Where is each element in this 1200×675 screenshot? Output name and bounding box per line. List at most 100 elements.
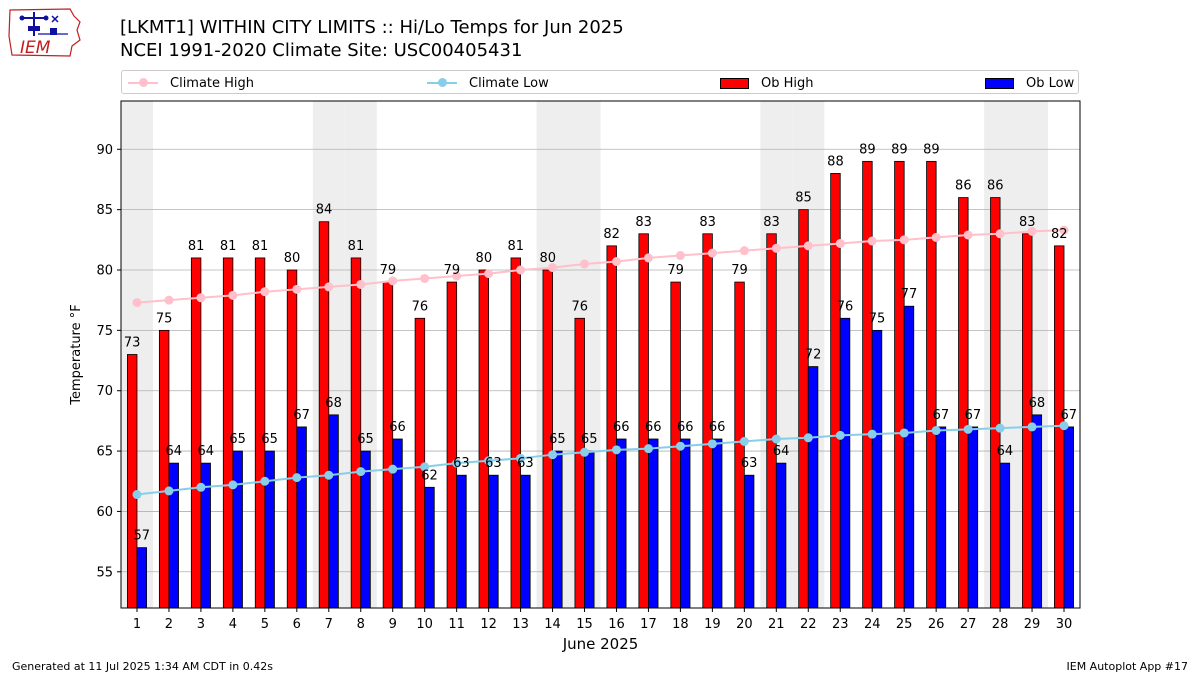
ob-high-label-day-24: 89 bbox=[859, 142, 876, 157]
climate-low-point-day-13 bbox=[516, 454, 525, 463]
climate-high-point-day-29 bbox=[1028, 227, 1037, 236]
footer-generated: Generated at 11 Jul 2025 1:34 AM CDT in … bbox=[12, 660, 273, 673]
climate-high-point-day-20 bbox=[740, 246, 749, 255]
ob-high-bar-day-24 bbox=[863, 161, 873, 608]
ob-high-bar-day-15 bbox=[575, 318, 585, 608]
ob-low-label-day-24: 75 bbox=[869, 311, 886, 326]
climate-low-point-day-11 bbox=[452, 459, 461, 468]
ob-high-label-day-20: 79 bbox=[731, 263, 748, 278]
climate-high-point-day-12 bbox=[484, 269, 493, 278]
ob-low-bar-day-29 bbox=[1032, 415, 1042, 608]
chart-subtitle: NCEI 1991-2020 Climate Site: USC00405431 bbox=[120, 40, 522, 62]
climate-low-point-day-6 bbox=[292, 473, 301, 482]
legend-label-climate-low: Climate Low bbox=[469, 76, 549, 91]
x-tick-label-4: 4 bbox=[229, 617, 237, 632]
climate-low-point-day-2 bbox=[164, 486, 173, 495]
legend-label-ob-high: Ob High bbox=[761, 76, 814, 91]
ob-high-bar-day-2 bbox=[159, 330, 169, 608]
ob-low-bar-day-26 bbox=[936, 427, 946, 608]
ob-low-bar-day-21 bbox=[776, 463, 786, 608]
ob-low-bar-day-20 bbox=[744, 475, 754, 608]
climate-low-point-day-1 bbox=[132, 490, 141, 499]
ob-high-label-day-7: 84 bbox=[316, 203, 333, 218]
ob-high-label-day-25: 89 bbox=[891, 142, 908, 157]
climate-high-point-day-7 bbox=[324, 282, 333, 291]
ob-high-bar-day-20 bbox=[735, 282, 745, 608]
ob-low-label-day-14: 65 bbox=[549, 432, 566, 447]
ob-low-bar-day-24 bbox=[872, 330, 882, 608]
climate-low-point-day-8 bbox=[356, 467, 365, 476]
x-tick-label-12: 12 bbox=[480, 617, 497, 632]
ob-high-label-day-2: 75 bbox=[156, 311, 173, 326]
legend-item-ob-high: Ob High bbox=[720, 74, 814, 92]
climate-low-point-day-30 bbox=[1060, 421, 1069, 430]
chart-title: [LKMT1] WITHIN CITY LIMITS :: Hi/Lo Temp… bbox=[120, 17, 624, 39]
ob-low-label-day-30: 67 bbox=[1061, 408, 1078, 423]
climate-low-point-day-12 bbox=[484, 456, 493, 465]
plot-frame bbox=[121, 101, 1080, 608]
x-tick-label-17: 17 bbox=[640, 617, 657, 632]
climate-high-point-day-25 bbox=[900, 235, 909, 244]
ob-high-bar-day-28 bbox=[990, 198, 1000, 608]
ob-high-label-day-10: 76 bbox=[412, 299, 429, 314]
climate-low-point-day-15 bbox=[580, 448, 589, 457]
climate-high-point-day-13 bbox=[516, 266, 525, 275]
climate-high-line bbox=[137, 230, 1064, 302]
ob-low-label-day-11: 63 bbox=[453, 456, 470, 471]
ob-high-label-day-30: 82 bbox=[1051, 227, 1068, 242]
x-tick-label-7: 7 bbox=[325, 617, 333, 632]
ob-low-label-day-28: 64 bbox=[997, 444, 1014, 459]
climate-low-point-day-19 bbox=[708, 439, 717, 448]
bars bbox=[127, 161, 1073, 608]
legend-label-ob-low: Ob Low bbox=[1026, 76, 1074, 91]
climate-high-point-day-22 bbox=[804, 241, 813, 250]
x-tick-label-8: 8 bbox=[357, 617, 365, 632]
x-tick-label-1: 1 bbox=[133, 617, 141, 632]
ob-low-bar-day-3 bbox=[201, 463, 211, 608]
climate-low-point-day-14 bbox=[548, 450, 557, 459]
ob-high-bar-day-9 bbox=[383, 282, 393, 608]
ob-low-bar-day-8 bbox=[361, 451, 371, 608]
y-tick-label-75: 75 bbox=[96, 324, 113, 339]
y-tick-label-60: 60 bbox=[96, 505, 113, 520]
ob-high-bar-day-3 bbox=[191, 258, 201, 608]
ob-low-bar-day-7 bbox=[329, 415, 339, 608]
ob-low-label-day-22: 72 bbox=[805, 348, 822, 363]
x-tick-label-11: 11 bbox=[448, 617, 465, 632]
ob-high-label-day-12: 80 bbox=[476, 251, 493, 266]
weekend-bands bbox=[121, 101, 1048, 608]
ob-low-bar-day-17 bbox=[648, 439, 658, 608]
ob-high-label-day-14: 80 bbox=[539, 251, 556, 266]
ob-high-label-day-19: 83 bbox=[699, 215, 716, 230]
climate-high-point-day-5 bbox=[260, 287, 269, 296]
ob-low-label-day-4: 65 bbox=[229, 432, 246, 447]
climate-lines bbox=[132, 226, 1068, 499]
ob-high-label-day-22: 85 bbox=[795, 191, 812, 206]
weekend-band-day-1 bbox=[121, 101, 153, 608]
ob-low-label-day-20: 63 bbox=[741, 456, 758, 471]
legend-item-climate-high: Climate High bbox=[128, 74, 254, 92]
ob-high-label-day-5: 81 bbox=[252, 239, 269, 254]
climate-low-point-day-5 bbox=[260, 477, 269, 486]
ob-high-label-day-28: 86 bbox=[987, 179, 1004, 194]
ob-high-label-day-15: 76 bbox=[571, 299, 588, 314]
climate-high-point-day-3 bbox=[196, 293, 205, 302]
y-axis: 5560657075808590 bbox=[96, 143, 121, 581]
ob-high-label-day-1: 73 bbox=[124, 336, 141, 351]
ob-high-bar-day-11 bbox=[447, 282, 457, 608]
ob-low-label-day-16: 66 bbox=[613, 420, 630, 435]
ob-high-bar-day-8 bbox=[351, 258, 361, 608]
weekend-band-day-8 bbox=[345, 101, 377, 608]
logo-text: IEM bbox=[20, 38, 51, 58]
ob-high-label-day-27: 86 bbox=[955, 179, 972, 194]
ob-low-label-day-8: 65 bbox=[357, 432, 374, 447]
x-tick-label-13: 13 bbox=[512, 617, 529, 632]
ob-low-bar-day-19 bbox=[712, 439, 722, 608]
ob-low-label-day-2: 64 bbox=[165, 444, 182, 459]
x-tick-label-9: 9 bbox=[389, 617, 397, 632]
climate-high-point-day-16 bbox=[612, 257, 621, 266]
x-tick-label-20: 20 bbox=[736, 617, 753, 632]
climate-high-point-day-26 bbox=[932, 233, 941, 242]
ob-low-bar-day-18 bbox=[680, 439, 690, 608]
ob-high-bar-day-21 bbox=[767, 234, 777, 608]
